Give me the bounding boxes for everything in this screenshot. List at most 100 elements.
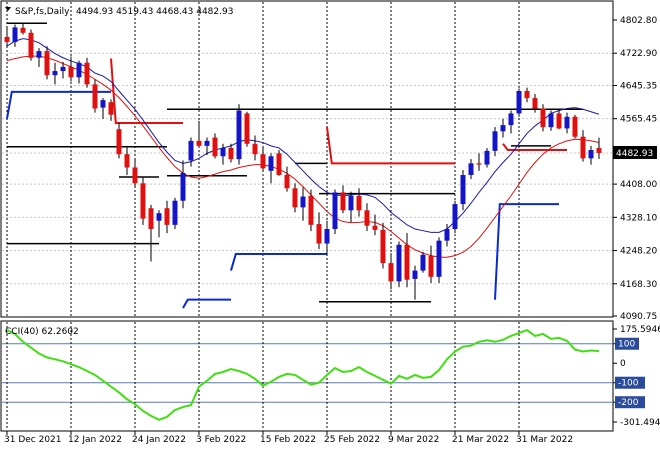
candle-body (348, 195, 354, 211)
cci-indicator (6, 328, 600, 421)
candle-body (180, 172, 186, 201)
candle-body (372, 225, 378, 230)
price-tick-label: 4645.35 (620, 81, 657, 91)
cci-label: CCI(40) 62.2602 (5, 327, 79, 337)
ma-slow-line (6, 55, 600, 258)
candle-body (300, 196, 306, 208)
price-tick-label: 4722.90 (620, 49, 657, 59)
cci-plot-area (0, 320, 614, 432)
candle-body (468, 163, 474, 175)
candle-body (148, 208, 154, 230)
candle-body (332, 192, 338, 230)
candle-body (276, 153, 282, 175)
candle-body (508, 113, 514, 126)
ma-fast-line (6, 38, 600, 233)
candle-body (412, 270, 418, 279)
candle-body (428, 256, 434, 277)
time-tick-label: 3 Feb 2022 (196, 435, 246, 445)
time-tick-label: 25 Feb 2022 (324, 435, 380, 445)
candle-body (236, 110, 242, 160)
support-line (6, 90, 111, 120)
candle-body (220, 147, 226, 157)
candle-body (436, 240, 442, 277)
candle-body (316, 224, 322, 244)
cci-tick-label: -301.4949 (620, 418, 660, 428)
price-plot-area (0, 0, 614, 318)
time-tick-label: 31 Mar 2022 (516, 435, 573, 445)
candle-body (540, 108, 546, 128)
support-line (182, 298, 231, 309)
candle-body (260, 154, 266, 169)
candle-body (404, 244, 410, 280)
candle-body (172, 200, 178, 225)
candle-body (108, 102, 114, 115)
time-axis: 31 Dec 2021 12 Jan 2022 24 Jan 2022 3 Feb 2… (4, 431, 573, 445)
candle-body (396, 244, 402, 282)
time-tick-label: 12 Jan 2022 (68, 435, 122, 445)
cci-level-marker (615, 337, 639, 350)
candle-body (476, 163, 482, 165)
candle-body (452, 204, 458, 230)
time-tick-label: 15 Feb 2022 (260, 435, 316, 445)
candle-body (84, 62, 90, 85)
cci-tick-label: 175.5946 (620, 325, 660, 335)
candle-body (268, 156, 274, 171)
candle-body (444, 229, 450, 241)
moving-averages (6, 38, 600, 258)
symbol-label: S&P,fs,Daily (15, 7, 70, 17)
resistance-line (502, 143, 567, 152)
cci-tick-label: 0 (620, 359, 626, 369)
candle-body (484, 150, 490, 165)
candles (4, 23, 602, 300)
resistance-line (110, 58, 183, 125)
candle-body (68, 66, 74, 78)
price-tick-label: 4802.80 (620, 16, 657, 26)
cci-level-marker (615, 396, 645, 409)
candle-body (244, 113, 250, 144)
candle-body (556, 113, 562, 129)
candle-body (340, 192, 346, 211)
cci-level-label: -200 (618, 398, 639, 408)
candle-body (4, 36, 10, 42)
candle-body (188, 140, 194, 161)
candle-body (492, 131, 498, 151)
price-tick-label: 4408.00 (620, 180, 657, 190)
current-price-marker (613, 146, 657, 159)
cci-level-label: -100 (618, 379, 639, 389)
candle-body (364, 210, 370, 226)
candle-body (196, 140, 202, 146)
price-tick-label: 4168.30 (620, 280, 657, 290)
chart-menu-arrow-icon[interactable] (5, 7, 11, 11)
candle-body (516, 91, 522, 114)
candle-body (140, 183, 146, 219)
candle-body (100, 100, 106, 108)
price-tick-label: 4328.10 (620, 213, 657, 223)
grid-lines (2, 2, 613, 430)
cci-axis: 175.59461000-100-200-301.4949100-100-200 (613, 325, 660, 428)
time-tick-label: 31 Dec 2021 (4, 435, 62, 445)
time-tick-label: 24 Jan 2022 (132, 435, 186, 445)
candle-body (564, 116, 570, 129)
candle-body (124, 154, 130, 168)
candle-body (284, 174, 290, 189)
candle-body (532, 98, 538, 109)
candle-body (60, 66, 66, 72)
support-line (494, 203, 559, 300)
candle-body (588, 150, 594, 159)
candle-body (580, 136, 586, 159)
cci-line (6, 328, 600, 421)
candle-body (52, 71, 58, 76)
candle-body (44, 51, 50, 76)
time-tick-label: 9 Mar 2022 (388, 435, 439, 445)
time-tick-label: 21 Mar 2022 (452, 435, 509, 445)
candle-body (212, 137, 218, 157)
candle-body (324, 229, 330, 244)
ohlc-label: 4494.93 4519.43 4468.43 4482.93 (76, 7, 233, 17)
candle-body (28, 32, 34, 58)
candle-body (204, 140, 210, 146)
candle-body (388, 263, 394, 282)
candle-body (132, 167, 138, 184)
candle-body (524, 91, 530, 99)
cci-level-marker (615, 376, 645, 389)
candle-body (308, 195, 314, 225)
